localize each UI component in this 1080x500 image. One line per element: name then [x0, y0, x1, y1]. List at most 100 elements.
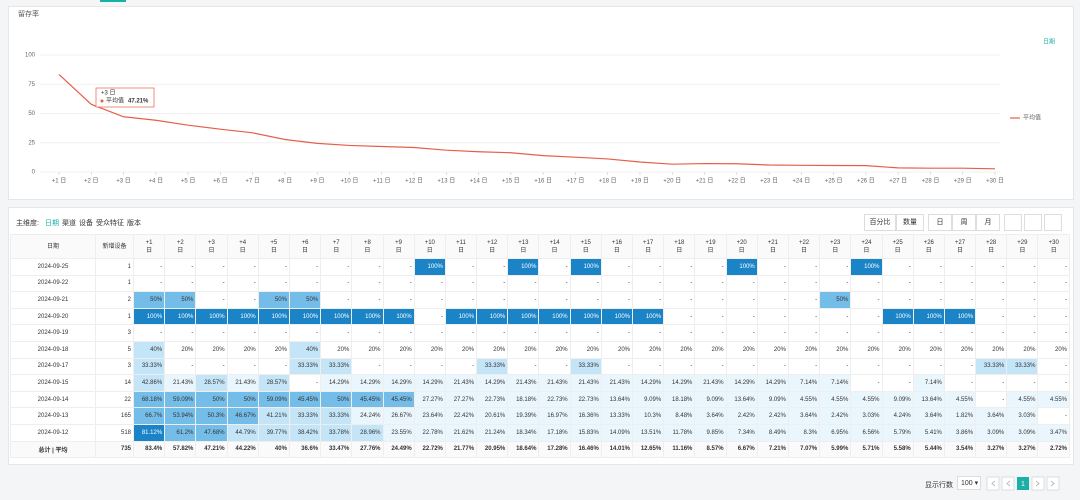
- first-page[interactable]: [986, 476, 1000, 491]
- retention-cell: 18.18%: [507, 390, 540, 409]
- retention-cell: -: [132, 258, 166, 276]
- retention-cell: -: [413, 291, 446, 309]
- page-number: 1: [1021, 481, 1025, 488]
- new-devices-cell: 22: [95, 390, 134, 409]
- x-tick-label: +3 日: [116, 178, 131, 185]
- x-tick-label: +10 日: [341, 178, 359, 185]
- next-page[interactable]: [1031, 476, 1045, 491]
- retention-cell: 4.55%: [787, 390, 821, 409]
- x-tick-label: +28 日: [922, 178, 940, 185]
- retention-cell: 22.73%: [538, 390, 571, 409]
- retention-cell: -: [725, 357, 758, 376]
- dimension-tab[interactable]: 设备: [79, 220, 93, 227]
- retention-cell: 50%: [288, 291, 322, 309]
- tooltip: [95, 87, 155, 108]
- retention-cell: 14.09%: [600, 423, 634, 442]
- retention-cell: 100%: [351, 307, 384, 326]
- rows-select[interactable]: 100 ▾: [957, 476, 981, 490]
- retention-cell: -: [631, 274, 665, 293]
- dimension-tab[interactable]: 日期: [45, 220, 59, 227]
- x-tick-label: +4 日: [149, 178, 164, 185]
- retention-cell: 8.3%: [787, 423, 821, 442]
- x-tick-label: +16 日: [534, 178, 552, 185]
- retention-cell: 20%: [413, 340, 446, 359]
- header-offset: +25: [892, 239, 903, 246]
- retention-cell: -: [912, 357, 945, 376]
- retention-cell: 39.77%: [257, 423, 290, 442]
- retention-cell: -: [569, 274, 602, 293]
- retention-cell: -: [382, 274, 415, 293]
- retention-cell: -: [257, 357, 290, 376]
- current-page[interactable]: [1017, 477, 1029, 490]
- toolbar-button[interactable]: 周: [952, 214, 976, 231]
- retention-cell: 27.27%: [444, 390, 478, 409]
- header-unit: 日: [769, 247, 776, 254]
- date-cell: 2024-09-15: [10, 374, 96, 392]
- retention-cell: 45.45%: [382, 390, 415, 409]
- header-cell: +8 日: [351, 234, 384, 259]
- retention-cell: 20%: [351, 340, 384, 359]
- retention-cell: 20%: [943, 340, 977, 359]
- toolbar-button[interactable]: 百分比: [864, 214, 896, 231]
- retention-cell: 20%: [257, 340, 290, 359]
- retention-cell: 3.27%: [975, 440, 1008, 459]
- retention-cell: -: [756, 291, 789, 309]
- rows-value: 100: [961, 480, 973, 487]
- header-unit: 日: [988, 247, 995, 254]
- header-cell: +25 日: [881, 234, 914, 259]
- dimension-tab[interactable]: 版本: [127, 220, 141, 227]
- header-offset: +27: [954, 239, 966, 246]
- retention-cell: 13.64%: [912, 390, 945, 409]
- icon-button[interactable]: [1004, 214, 1022, 231]
- retention-cell: 100%: [881, 307, 914, 326]
- retention-cell: 14.29%: [413, 374, 446, 392]
- x-tick-label: +18 日: [599, 178, 617, 185]
- prev-page[interactable]: [1001, 476, 1015, 491]
- header-cell: +7 日: [320, 234, 353, 259]
- header-unit: 日: [364, 247, 371, 254]
- retention-cell: -: [413, 324, 446, 342]
- retention-cell: -: [1006, 274, 1039, 293]
- icon-button[interactable]: [1024, 214, 1042, 231]
- tooltip-series: 平均值: [106, 97, 124, 105]
- x-tick-label: +17 日: [566, 178, 584, 185]
- retention-cell: -: [382, 258, 415, 276]
- toolbar-button[interactable]: 月: [976, 214, 1000, 231]
- toolbar-button[interactable]: 数量: [896, 214, 924, 231]
- header-unit: 日: [395, 247, 402, 254]
- retention-cell: -: [756, 357, 789, 376]
- retention-cell: -: [912, 274, 945, 293]
- header-unit: 日: [551, 247, 558, 254]
- retention-cell: -: [476, 324, 509, 342]
- x-tick-label: +20 日: [663, 178, 681, 185]
- dimension-tab[interactable]: 受众特征: [96, 220, 124, 227]
- dimension-tab[interactable]: 渠道: [62, 220, 76, 227]
- retention-cell: -: [787, 357, 821, 376]
- toolbar-button[interactable]: 日: [928, 214, 952, 231]
- data-row: 2024-09-21 2 50% 50% - -50% 50% - - - - - - - - - - - - - - -…: [10, 291, 1070, 309]
- retention-cell: 21.43%: [694, 374, 727, 392]
- retention-cell: 10.3%: [631, 407, 665, 425]
- x-tick-label: +30 日: [986, 178, 1004, 185]
- retention-cell: -: [382, 324, 415, 342]
- retention-cell: -: [444, 258, 478, 276]
- retention-cell: 22.73%: [476, 390, 509, 409]
- retention-cell: -: [1037, 357, 1070, 376]
- retention-cell: -: [413, 357, 446, 376]
- retention-cell: 4.55%: [1037, 390, 1070, 409]
- retention-cell: 20%: [320, 340, 353, 359]
- retention-cell: 20%: [631, 340, 665, 359]
- last-page[interactable]: [1046, 476, 1060, 491]
- data-row: 2024-09-20 1 100% 100% 100% 100% 100% 100% 100% 1…: [10, 307, 1070, 326]
- retention-cell: 14.29%: [382, 374, 415, 392]
- icon-button[interactable]: [1044, 214, 1062, 231]
- x-tick-label: +24 日: [792, 178, 810, 185]
- header-offset: +29: [1017, 239, 1028, 246]
- retention-cell: 24.24%: [351, 407, 384, 425]
- retention-cell: -: [725, 291, 758, 309]
- retention-cell: -: [943, 357, 977, 376]
- header-cell: +13 日: [507, 234, 540, 259]
- retention-cell: 100%: [226, 307, 259, 326]
- retention-cell: 14.29%: [476, 374, 509, 392]
- retention-cell: 81.12%: [132, 423, 166, 442]
